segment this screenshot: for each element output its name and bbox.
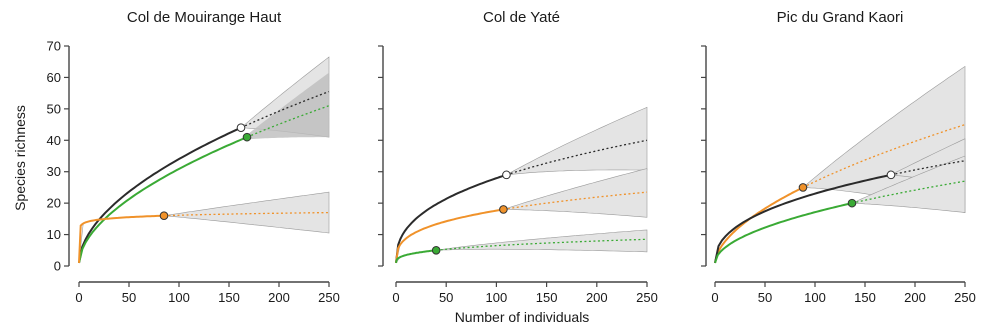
panel-title: Col de Yaté	[483, 9, 560, 26]
extrapolation-curve	[436, 238, 648, 251]
rarefaction-curve	[78, 214, 165, 263]
observed-point	[502, 170, 511, 180]
x-tick-label: 150	[218, 290, 240, 305]
extrapolation-curve	[163, 211, 329, 217]
extrapolation-curve	[802, 123, 966, 188]
rarefaction-curve	[714, 186, 804, 264]
confidence-band	[78, 56, 330, 263]
x-tick-label: 0	[392, 290, 399, 305]
confidence-band-overlap	[241, 72, 329, 140]
x-tick-label: 200	[268, 290, 290, 305]
x-tick-label: 50	[758, 290, 772, 305]
x-tick-label: 200	[904, 290, 926, 305]
y-tick-label: 30	[47, 164, 61, 179]
x-tick-label: 250	[318, 290, 340, 305]
x-tick-label: 0	[75, 290, 82, 305]
extrapolation-curve	[503, 191, 648, 211]
x-tick-label: 250	[954, 290, 976, 305]
rarefaction-curve	[395, 249, 437, 264]
x-axis-label: Number of individuals	[455, 309, 590, 325]
rarefaction-curve	[78, 126, 242, 264]
extrapolation-curve	[506, 139, 648, 176]
y-tick-label: 0	[54, 259, 61, 274]
panel-1: Col de Mouirange Haut 0 10 20 30 40 50 60 70 0 50 1…	[47, 9, 340, 305]
x-tick-label: 200	[586, 290, 608, 305]
panel-2: Col de Yaté 0 50 100 150 200 250	[378, 9, 658, 305]
x-tick-label: 100	[168, 290, 190, 305]
observed-point	[236, 123, 246, 133]
y-tick-label: 10	[47, 227, 61, 242]
y-tick-label: 70	[47, 39, 61, 54]
y-axis-label: Species richness	[12, 105, 28, 211]
y-tick-label: 50	[47, 101, 61, 116]
panel-title: Pic du Grand Kaori	[777, 9, 904, 26]
rarefaction-curve	[395, 173, 507, 264]
y-tick-label: 60	[47, 70, 61, 85]
rarefaction-curve	[395, 208, 504, 264]
extrapolation-curve	[851, 180, 966, 204]
panels-group: Col de Mouirange Haut 0 10 20 30 40 50 60 70 0 50 1…	[47, 9, 976, 305]
y-tick-label: 40	[47, 133, 61, 148]
panel-title: Col de Mouirange Haut	[127, 9, 282, 26]
x-tick-label: 0	[711, 290, 718, 305]
observed-point	[847, 198, 857, 208]
observed-point	[431, 245, 441, 255]
observed-point	[886, 170, 896, 180]
observed-point	[159, 211, 169, 221]
x-tick-label: 150	[854, 290, 876, 305]
rarefaction-curve	[714, 202, 853, 264]
x-tick-label: 250	[636, 290, 658, 305]
observed-point	[242, 132, 252, 142]
observed-point	[798, 183, 808, 192]
x-tick-label: 50	[439, 290, 453, 305]
x-tick-label: 50	[122, 290, 136, 305]
rarefaction-curve	[78, 136, 248, 264]
extrapolation-curve	[246, 105, 330, 138]
x-tick-label: 100	[804, 290, 826, 305]
confidence-band	[395, 229, 648, 264]
extrapolation-curve	[890, 160, 966, 176]
x-tick-label: 100	[486, 290, 508, 305]
observed-point	[499, 205, 508, 214]
rarefaction-curve	[714, 173, 892, 264]
x-tick-label: 150	[536, 290, 558, 305]
y-tick-label: 20	[47, 196, 61, 211]
panel-3: Pic du Grand Kaori 0 50 100 150 200 250	[701, 9, 976, 305]
